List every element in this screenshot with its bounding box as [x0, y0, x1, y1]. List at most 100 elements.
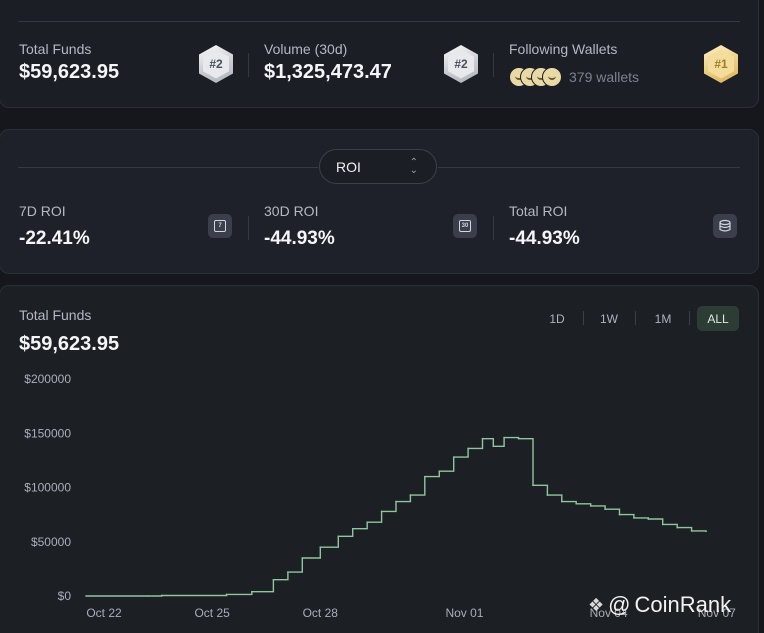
range-separator	[583, 311, 584, 325]
data-point	[85, 595, 87, 597]
calendar-7-icon: 7	[208, 214, 232, 238]
roi-total-value: -44.93%	[509, 228, 580, 249]
roi-7d: 7D ROI -22.41%	[19, 203, 244, 249]
roi-divider	[493, 216, 494, 240]
range-1w-button[interactable]: 1W	[600, 311, 618, 326]
data-point	[301, 557, 304, 559]
data-point	[604, 508, 606, 511]
data-point	[633, 517, 635, 519]
data-point	[467, 447, 469, 450]
roi-total-label: Total ROI	[509, 203, 568, 219]
data-point	[532, 484, 534, 487]
data-point	[424, 475, 426, 478]
total-funds-rank: #2	[209, 57, 223, 71]
x-tick-label: Nov 04	[590, 606, 628, 620]
following-rank: #1	[714, 57, 728, 71]
data-point	[146, 595, 149, 597]
data-point	[492, 445, 495, 448]
x-tick-label: Oct 28	[303, 606, 339, 620]
x-tick-label: Nov 07	[698, 606, 736, 620]
sort-toggle-icon: ⌃ ⌄	[409, 157, 418, 176]
data-point	[319, 546, 322, 548]
roi-30d-label: 30D ROI	[264, 203, 319, 219]
data-point	[272, 578, 275, 581]
volume-stat: Volume (30d) $1,325,473.47	[264, 41, 489, 93]
total-funds-value: $59,623.95	[19, 61, 120, 83]
x-tick-label: Oct 25	[194, 606, 230, 620]
chart-card: Total Funds $59,623.95 1D 1W 1M ALL	[0, 285, 759, 633]
range-separator	[635, 311, 636, 325]
roi-7d-value: -22.41%	[19, 228, 90, 249]
data-point	[676, 526, 678, 529]
data-point	[705, 530, 707, 533]
avatar	[542, 67, 562, 87]
data-point	[452, 456, 455, 458]
stat-divider	[248, 53, 249, 77]
x-tick-label: Nov 01	[445, 606, 483, 620]
stat-divider	[493, 53, 494, 77]
data-point	[690, 530, 693, 532]
data-point	[366, 521, 368, 524]
roi-total: Total ROI -44.93%	[509, 203, 734, 249]
roi-30d: 30D ROI -44.93%	[264, 203, 489, 249]
data-point	[517, 437, 520, 440]
roi-rule-right	[438, 167, 740, 168]
stats-card: Total Funds $59,623.95 #2 Volume (30d) $…	[0, 0, 759, 108]
roi-selector[interactable]: ROI ⌃ ⌄	[319, 149, 437, 184]
data-point	[575, 502, 578, 505]
range-1m-button[interactable]: 1M	[654, 311, 672, 326]
y-tick-label: $150000	[24, 426, 71, 440]
volume-value: $1,325,473.47	[264, 61, 392, 83]
top-divider	[18, 21, 740, 22]
total-funds-label: Total Funds	[19, 41, 92, 57]
data-point	[589, 505, 592, 507]
rank-badge-icon: #2	[199, 45, 233, 83]
chart-total-value: $59,623.95	[19, 333, 120, 355]
chart-title: Total Funds	[19, 307, 92, 323]
total-funds-stat: Total Funds $59,623.95	[19, 41, 244, 93]
roi-rule-left	[18, 167, 318, 168]
data-point	[438, 470, 441, 473]
roi-30d-value: -44.93%	[264, 228, 335, 249]
data-point	[618, 513, 621, 516]
data-point	[251, 590, 253, 593]
data-point	[160, 594, 163, 597]
data-point	[561, 500, 563, 503]
roi-7d-label: 7D ROI	[19, 203, 66, 219]
x-tick-label: Oct 22	[86, 606, 122, 620]
series-line	[86, 436, 707, 597]
watermark-logo-icon: ❖	[588, 594, 605, 615]
data-point	[481, 437, 484, 440]
y-tick-label: $200000	[24, 372, 71, 386]
data-point	[287, 571, 289, 573]
roi-divider	[248, 216, 249, 240]
range-1d-button[interactable]: 1D	[549, 311, 565, 326]
following-wallets-label: Following Wallets	[509, 41, 618, 57]
volume-rank: #2	[454, 57, 468, 71]
watermark-brand: CoinRank	[634, 592, 732, 617]
range-all-button[interactable]: ALL	[697, 306, 739, 331]
coinrank-watermark: ❖ @ CoinRank	[588, 592, 731, 618]
data-point	[351, 527, 354, 530]
calendar-30-icon: 30	[453, 214, 477, 238]
data-point	[225, 593, 228, 596]
wallet-count[interactable]: 379 wallets	[569, 69, 640, 85]
data-point	[380, 510, 383, 513]
roi-selector-label: ROI	[336, 159, 361, 175]
y-tick-label: $50000	[31, 535, 71, 549]
rank-badge-icon: #1	[704, 45, 738, 83]
data-point	[395, 500, 397, 503]
data-point	[409, 494, 412, 496]
coin-stack-icon	[713, 214, 737, 238]
y-tick-label: $0	[58, 589, 72, 603]
following-wallets-stat[interactable]: Following Wallets 379 wallets	[509, 41, 734, 93]
roi-card: ROI ⌃ ⌄ 7D ROI -22.41% 7 30D ROI -44.93% …	[0, 129, 759, 274]
volume-label: Volume (30d)	[264, 41, 348, 57]
data-point	[503, 436, 505, 439]
range-separator	[689, 311, 690, 325]
data-point	[647, 518, 650, 520]
y-tick-label: $100000	[24, 481, 71, 495]
data-point	[661, 523, 664, 526]
